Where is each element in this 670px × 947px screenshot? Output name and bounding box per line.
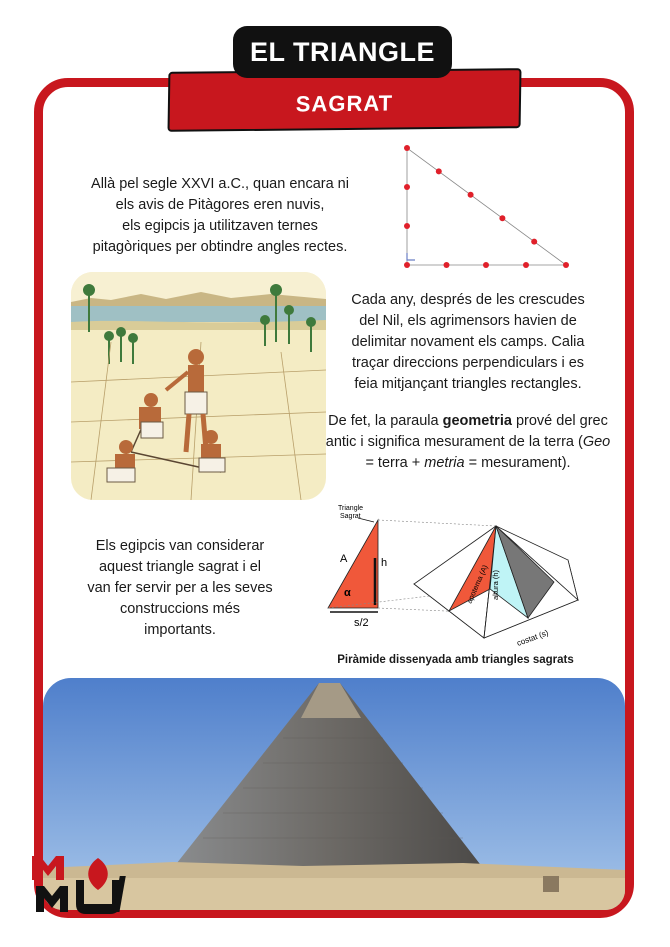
geometry-paragraph: De fet, la paraula geometria prové del g…	[325, 413, 611, 471]
pyramid-caption: Piràmide dissenyada amb triangles sagrat…	[337, 654, 574, 666]
label-s2: s/2	[354, 617, 369, 629]
title-line1: EL TRIANGLE	[233, 26, 452, 78]
intro-paragraph: Allà pel segle XXVI a.C., quan encara ni…	[91, 176, 349, 255]
triangle-sagrat-label: Triangle	[338, 505, 363, 512]
pyramid-diagram: Triangle Sagrat A h α s/2 apotema (A) al…	[327, 505, 579, 648]
geometria-word: geometria	[442, 413, 512, 429]
label-altura: altura (h)	[491, 569, 500, 600]
mmu-logo	[32, 856, 126, 914]
label-h: h	[381, 557, 387, 569]
label-costat: costat (s)	[516, 628, 550, 648]
sacred-paragraph: Els egipcis van considerar aquest triang…	[87, 538, 273, 638]
rope-triangle-diagram	[404, 145, 569, 268]
svg-text:Sagrat: Sagrat	[340, 513, 361, 520]
surveyors-paragraph: Cada any, després de les crescudes del N…	[351, 292, 585, 392]
label-alpha: α	[344, 587, 351, 599]
label-A: A	[340, 553, 348, 565]
surveyors-illustration	[71, 272, 326, 500]
pyramid-photo	[43, 678, 625, 910]
